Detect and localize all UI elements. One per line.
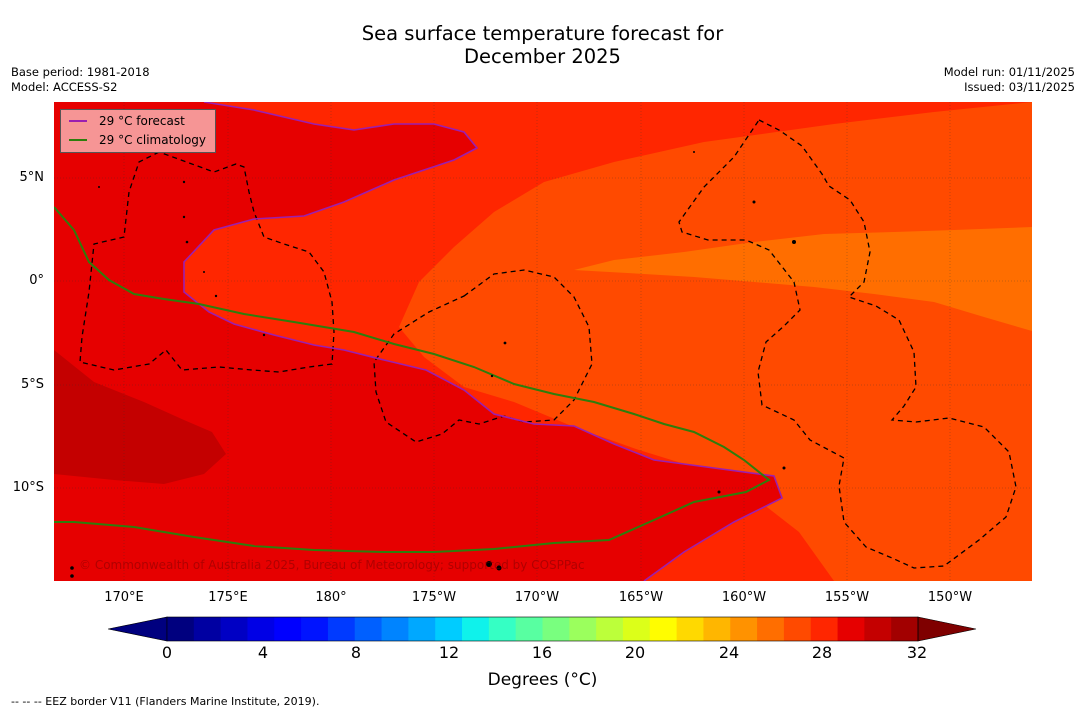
- legend-forecast-swatch: [69, 120, 87, 122]
- colorbar-segment: [596, 617, 624, 641]
- colorbar-tick-28: 28: [811, 643, 833, 662]
- colorbar-segment: [247, 617, 275, 641]
- meta-left: Base period: 1981-2018 Model: ACCESS-S2: [11, 65, 150, 95]
- colorbar-segment: [408, 617, 436, 641]
- sst-map-svg: [54, 102, 1032, 581]
- map-legend: 29 °C forecast 29 °C climatology: [60, 109, 216, 153]
- model-run-text: Model run: 01/11/2025: [943, 65, 1075, 79]
- colorbar-tick-32: 32: [906, 643, 928, 662]
- legend-forecast-label: 29 °C forecast: [99, 114, 185, 128]
- title-line-1: Sea surface temperature forecast for: [361, 22, 724, 45]
- eez-border-1: [79, 151, 335, 373]
- colorbar-tick-0: 0: [161, 643, 173, 662]
- colorbar-tick-24: 24: [718, 643, 740, 662]
- y-label-0: 0°: [29, 273, 44, 288]
- legend-climatology-entry: 29 °C climatology: [69, 131, 206, 149]
- colorbar-segment: [488, 617, 517, 641]
- colorbar-segment: [676, 617, 704, 641]
- model-text: Model: ACCESS-S2: [11, 80, 118, 94]
- colorbar-outline: [166, 616, 919, 642]
- colorbar-extend-low: [107, 616, 168, 642]
- colorbar-segment: [837, 617, 865, 641]
- x-label-155w: 155°W: [824, 590, 870, 605]
- x-label-165w: 165°W: [618, 590, 664, 605]
- colorbar-segment: [810, 617, 838, 641]
- sst-map: [54, 102, 1032, 581]
- colorbar-segment: [542, 617, 570, 641]
- colorbar-segment: [220, 617, 248, 641]
- x-label-175w: 175°W: [411, 590, 457, 605]
- colorbar-segment: [462, 617, 490, 641]
- legend-climatology-swatch: [69, 139, 87, 141]
- legend-forecast-entry: 29 °C forecast: [69, 112, 185, 130]
- copyright-text: © Commonwealth of Australia 2025, Bureau…: [79, 558, 585, 572]
- colorbar-tick-4: 4: [257, 643, 269, 662]
- graticule: [54, 102, 1032, 581]
- colorbar-tick-20: 20: [624, 643, 646, 662]
- colorbar-tick-16: 16: [531, 643, 553, 662]
- colorbar-segment: [301, 617, 329, 641]
- islands: [70, 151, 796, 578]
- chart-title: Sea surface temperature forecast for Dec…: [0, 22, 1085, 68]
- colorbar-segment: [703, 617, 731, 641]
- y-label-10s: 10°S: [12, 480, 44, 495]
- colorbar-segment: [757, 617, 785, 641]
- colorbar-extend-high: [917, 616, 977, 642]
- x-label-170e: 170°E: [104, 590, 144, 605]
- colorbar-segment: [891, 617, 919, 641]
- x-label-170w: 170°W: [514, 590, 560, 605]
- issued-text: Issued: 03/11/2025: [964, 80, 1075, 94]
- colorbar-segment: [783, 617, 812, 641]
- colorbar-label: Degrees (°C): [487, 670, 598, 690]
- eez-border-3: [678, 119, 1017, 569]
- sst-band-24: [574, 227, 1032, 331]
- colorbar-segment: [274, 617, 302, 641]
- x-label-150w: 150°W: [927, 590, 973, 605]
- colorbar-tick-12: 12: [438, 643, 460, 662]
- colorbar-svg: [107, 616, 977, 642]
- y-label-5n: 5°N: [19, 170, 45, 185]
- title-line-2: December 2025: [464, 45, 621, 68]
- colorbar-segment: [730, 617, 758, 641]
- meta-right: Model run: 01/11/2025 Issued: 03/11/2025: [944, 65, 1075, 95]
- x-label-175e: 175°E: [208, 590, 248, 605]
- climatology-29c-contour: [54, 206, 771, 553]
- eez-footnote: -- -- -- EEZ border V11 (Flanders Marine…: [11, 695, 320, 708]
- sst-band-30: [54, 350, 226, 484]
- y-label-5s: 5°S: [20, 377, 44, 392]
- colorbar-segment: [864, 617, 892, 641]
- sst-band-26: [399, 102, 1032, 581]
- colorbar: [107, 616, 978, 646]
- legend-climatology-label: 29 °C climatology: [99, 133, 207, 147]
- colorbar-segment: [649, 617, 678, 641]
- forecast-29c-contour: [183, 102, 783, 581]
- colorbar-segment: [354, 617, 382, 641]
- x-label-180: 180°: [315, 590, 347, 605]
- colorbar-segment: [193, 617, 222, 641]
- colorbar-segment: [569, 617, 597, 641]
- colorbar-tick-8: 8: [350, 643, 362, 662]
- colorbar-segment: [515, 617, 543, 641]
- colorbar-segment: [381, 617, 409, 641]
- colorbar-segment: [435, 617, 463, 641]
- colorbar-segment: [327, 617, 356, 641]
- base-period-text: Base period: 1981-2018: [11, 65, 150, 79]
- colorbar-segment: [167, 617, 195, 641]
- colorbar-segment: [622, 617, 651, 641]
- sst-band-29: [54, 102, 782, 581]
- x-label-160w: 160°W: [721, 590, 767, 605]
